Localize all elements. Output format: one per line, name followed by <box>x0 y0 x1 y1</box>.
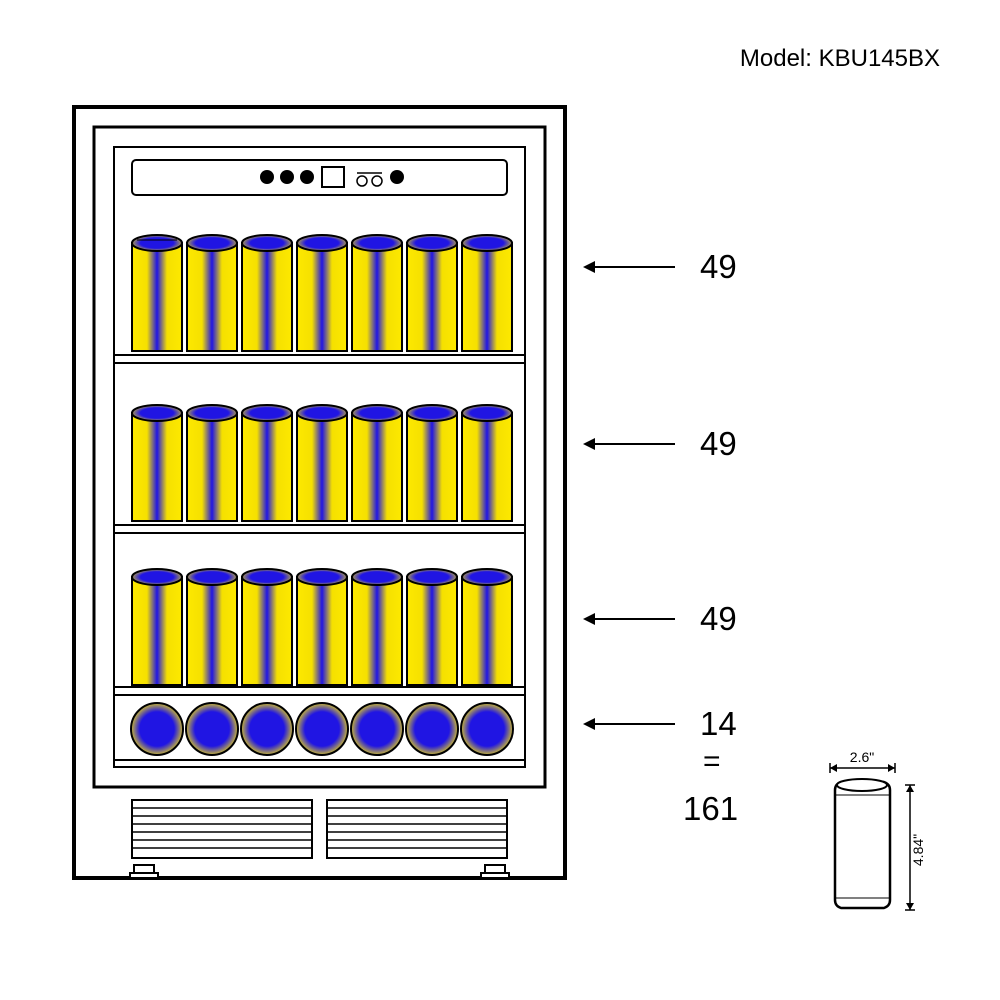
fridge-diagram <box>72 105 567 880</box>
vent-grills <box>132 800 507 858</box>
shelf-4-count: 14 <box>700 705 737 743</box>
shelf-1-cans <box>132 235 512 351</box>
count-row-2: 49 <box>585 425 737 463</box>
count-row-1: 49 <box>585 248 737 286</box>
shelf-3-cans <box>132 569 512 685</box>
arrow-icon <box>585 618 675 620</box>
arrow-icon <box>585 266 675 268</box>
count-row-3: 49 <box>585 600 737 638</box>
shelf-2-cans <box>132 405 512 521</box>
shelf-3-count: 49 <box>700 600 737 638</box>
model-label: Model: KBU145BX <box>740 45 940 73</box>
can-height-label: 4.84" <box>910 834 926 866</box>
arrow-icon <box>585 723 675 725</box>
model-number: KBU145BX <box>819 45 940 72</box>
shelf-2-count: 49 <box>700 425 737 463</box>
can-width-label: 2.6" <box>850 750 874 765</box>
model-prefix: Model: <box>740 45 819 72</box>
arrow-icon <box>585 443 675 445</box>
total-count: 161 <box>683 790 738 828</box>
equals-sign: = <box>703 745 721 779</box>
can-dimensions: 2.6" 4.84" <box>795 750 945 930</box>
shelf-4-circles <box>131 703 513 755</box>
count-row-4: 14 <box>585 705 737 743</box>
shelf-1-count: 49 <box>700 248 737 286</box>
